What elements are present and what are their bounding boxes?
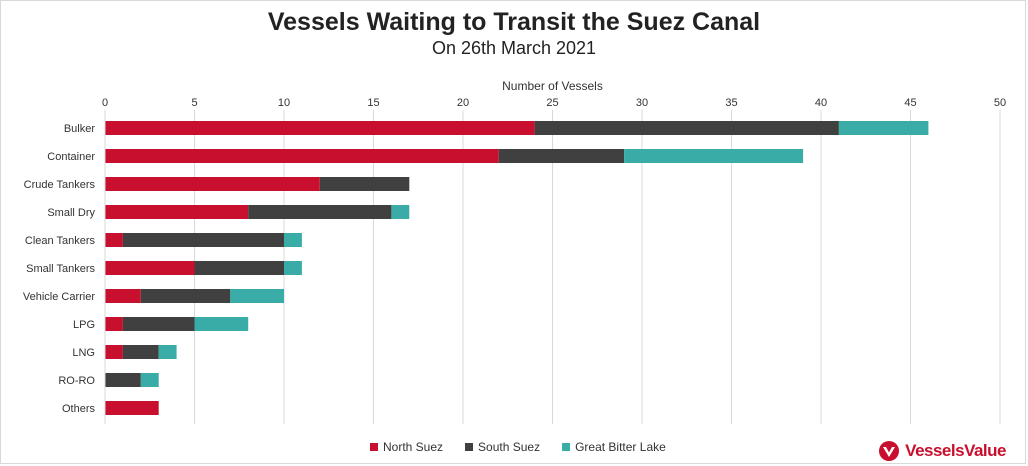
- chart-svg: Number of Vessels 0 5 10 15 20 25 30 35 40 45 50 Bul…: [23, 79, 1006, 424]
- legend-item-great-bitter-lake: Great Bitter Lake: [562, 440, 666, 454]
- x-tick-label-20: 20: [457, 97, 469, 109]
- x-tick-label-30: 30: [636, 97, 648, 109]
- bar-vehicle-carrier-south-suez: [140, 289, 231, 303]
- bar-crude-tankers-south-suez: [319, 177, 410, 191]
- bar-small-dry-north-suez: [105, 205, 249, 219]
- bar-small-tankers-south-suez: [194, 261, 284, 275]
- category-label-clean-tankers: Clean Tankers: [25, 235, 96, 247]
- bar-small-dry-south-suez: [248, 205, 392, 219]
- legend-swatch-great-bitter-lake: [562, 443, 571, 451]
- x-tick-label-5: 5: [191, 97, 197, 109]
- x-tick-label-40: 40: [815, 97, 827, 109]
- bar-ro-ro-great-bitter-lake: [140, 373, 159, 387]
- bar-vehicle-carrier-north-suez: [105, 289, 141, 303]
- legend-item-north-suez: North Suez: [370, 440, 443, 454]
- bar-small-dry-great-bitter-lake: [391, 205, 410, 219]
- bar-crude-tankers-north-suez: [105, 177, 320, 191]
- bar-lpg-great-bitter-lake: [194, 317, 249, 331]
- bar-lpg-south-suez: [122, 317, 195, 331]
- category-label-vehicle-carrier: Vehicle Carrier: [23, 291, 95, 303]
- legend-label-north-suez: North Suez: [383, 440, 444, 454]
- legend-item-south-suez: South Suez: [465, 440, 540, 454]
- x-tick-label-35: 35: [725, 97, 737, 109]
- bar-small-tankers-north-suez: [105, 261, 195, 275]
- legend: North Suez South Suez Great Bitter Lake: [370, 440, 666, 454]
- bar-container-north-suez: [105, 149, 499, 163]
- legend-label-great-bitter-lake: Great Bitter Lake: [575, 440, 666, 454]
- x-axis-label: Number of Vessels: [502, 79, 603, 93]
- bar-lpg-north-suez: [105, 317, 123, 331]
- category-label-ro-ro: RO-RO: [58, 375, 95, 387]
- bar-others-north-suez: [105, 401, 159, 415]
- brand-logo: VesselsValue: [877, 440, 1006, 462]
- x-tick-label-0: 0: [102, 97, 108, 109]
- bar-lng-great-bitter-lake: [158, 345, 177, 359]
- x-tick-label-50: 50: [994, 97, 1006, 109]
- category-label-lng: LNG: [72, 347, 95, 359]
- legend-swatch-north-suez: [370, 443, 378, 451]
- bar-lng-south-suez: [122, 345, 159, 359]
- category-label-others: Others: [62, 403, 96, 415]
- bar-container-great-bitter-lake: [624, 149, 804, 163]
- legend-label-south-suez: South Suez: [478, 440, 541, 454]
- x-tick-label-15: 15: [367, 97, 379, 109]
- x-tick-label-10: 10: [278, 97, 290, 109]
- category-label-crude-tankers: Crude Tankers: [24, 179, 96, 191]
- category-label-small-dry: Small Dry: [47, 207, 95, 219]
- x-tick-label-45: 45: [904, 97, 916, 109]
- bar-clean-tankers-south-suez: [122, 233, 285, 247]
- bar-container-south-suez: [498, 149, 625, 163]
- bar-bulker-great-bitter-lake: [838, 121, 929, 135]
- category-label-small-tankers: Small Tankers: [26, 263, 95, 275]
- category-label-container: Container: [47, 151, 95, 163]
- bar-lng-north-suez: [105, 345, 123, 359]
- chart-subtitle: On 26th March 2021: [431, 38, 597, 58]
- bar-small-tankers-great-bitter-lake: [284, 261, 302, 275]
- category-label-lpg: LPG: [73, 319, 95, 331]
- x-tick-label-25: 25: [546, 97, 558, 109]
- bar-vehicle-carrier-great-bitter-lake: [230, 289, 284, 303]
- bar-clean-tankers-great-bitter-lake: [284, 233, 302, 247]
- chart-title: Vessels Waiting to Transit the Suez Cana…: [267, 8, 761, 36]
- bar-ro-ro-south-suez: [105, 373, 141, 387]
- bar-bulker-north-suez: [105, 121, 535, 135]
- vesselsvalue-logo-icon: [879, 441, 900, 461]
- bar-clean-tankers-north-suez: [105, 233, 123, 247]
- bar-bulker-south-suez: [534, 121, 839, 135]
- category-label-bulker: Bulker: [64, 123, 96, 135]
- brand-name: VesselsValue: [905, 441, 1006, 460]
- legend-swatch-south-suez: [465, 443, 474, 451]
